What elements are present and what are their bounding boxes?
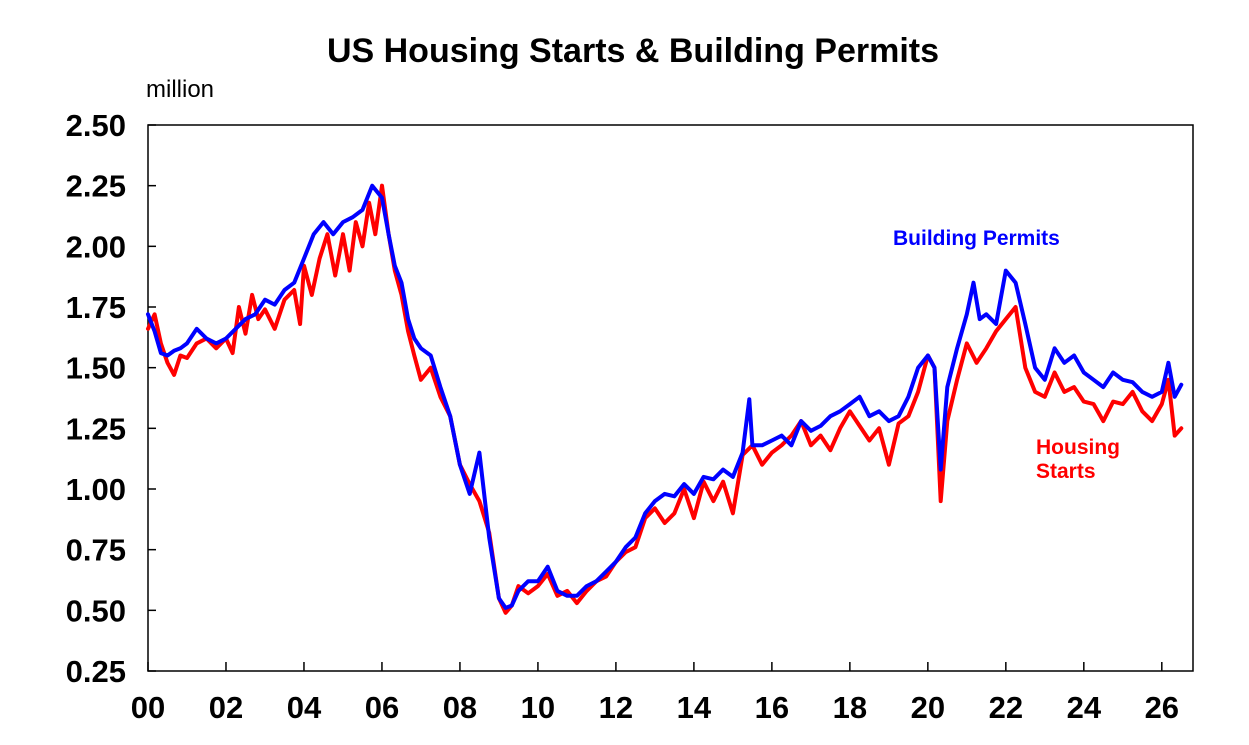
- x-tick-label: 24: [1067, 690, 1102, 725]
- y-tick-label: 0.25: [66, 654, 126, 689]
- x-axis-ticks: 00 02 04 06 08 10 12 14 16 18 20 22 24 26: [131, 662, 1179, 725]
- x-tick-label: 26: [1145, 690, 1179, 725]
- y-tick-label: 1.00: [66, 472, 126, 507]
- x-tick-label: 18: [833, 690, 867, 725]
- x-tick-label: 00: [131, 690, 165, 725]
- x-tick-label: 04: [287, 690, 322, 725]
- y-tick-label: 2.00: [66, 229, 126, 264]
- y-tick-label: 2.25: [66, 169, 126, 204]
- y-tick-label: 1.50: [66, 351, 126, 386]
- x-tick-label: 20: [911, 690, 945, 725]
- x-tick-label: 22: [989, 690, 1023, 725]
- x-tick-label: 10: [521, 690, 555, 725]
- y-axis-ticks: 2.50 2.25 2.00 1.75 1.50 1.25 1.00 0.75 0.50 0.25: [66, 108, 156, 689]
- y-unit-label: million: [146, 76, 214, 103]
- housing-starts-label-line1: Housing: [1036, 436, 1120, 459]
- x-tick-label: 08: [443, 690, 477, 725]
- x-tick-label: 02: [209, 690, 243, 725]
- y-tick-label: 0.50: [66, 593, 126, 628]
- x-tick-label: 12: [599, 690, 633, 725]
- building-permits-label: Building Permits: [893, 227, 1060, 250]
- y-tick-label: 1.75: [66, 290, 126, 325]
- axes: [147, 124, 1194, 672]
- series-line-building-permits: [146, 183, 1184, 610]
- y-tick-label: 0.75: [66, 533, 126, 568]
- x-tick-label: 06: [365, 690, 399, 725]
- housing-starts-label-line2: Starts: [1036, 460, 1096, 483]
- x-tick-label: 14: [677, 690, 712, 725]
- plot-frame: [147, 124, 1194, 672]
- y-tick-label: 2.50: [66, 108, 126, 143]
- series-group: [146, 183, 1184, 615]
- x-tick-label: 16: [755, 690, 789, 725]
- y-tick-label: 1.25: [66, 411, 126, 446]
- chart-title: US Housing Starts & Building Permits: [327, 32, 939, 70]
